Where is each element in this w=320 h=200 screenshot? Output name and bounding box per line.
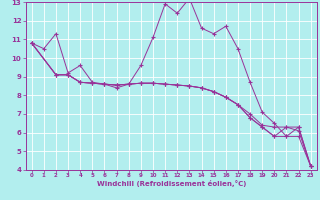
- X-axis label: Windchill (Refroidissement éolien,°C): Windchill (Refroidissement éolien,°C): [97, 180, 246, 187]
